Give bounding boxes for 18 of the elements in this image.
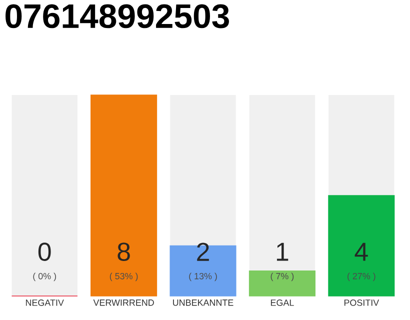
annotation: ( 27% ) — [348, 272, 376, 282]
annotation: ( 53% ) — [110, 272, 138, 282]
data-label: 8 — [118, 242, 130, 261]
x-tick-label: EGAL — [270, 300, 294, 306]
bar — [248, 270, 316, 296]
annotation: ( 0% ) — [33, 272, 56, 282]
x-tick-label: UNBEKANNTE — [173, 300, 234, 306]
annotation: ( 7% ) — [270, 272, 294, 282]
data-label: 0 — [38, 242, 51, 261]
x-tick-label: NEGATIV — [26, 300, 64, 306]
bar — [90, 94, 158, 296]
x-tick-label: VERWIRREND — [93, 300, 154, 306]
data-label: 1 — [276, 242, 288, 261]
chart-title: 076148992503 — [6, 4, 229, 28]
data-label: 2 — [197, 242, 209, 261]
x-tick-label: POSITIV — [344, 300, 380, 306]
annotation: ( 13% ) — [189, 272, 217, 282]
data-label: 4 — [354, 242, 368, 261]
